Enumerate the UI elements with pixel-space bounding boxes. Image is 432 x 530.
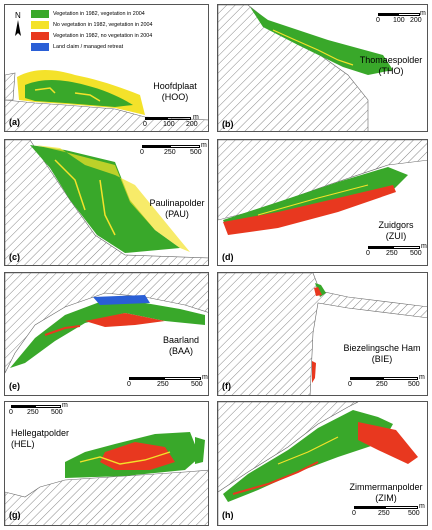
panel-letter-e: (e) bbox=[9, 381, 20, 391]
site-name-hellegatpolder: Hellegatpolder (HEL) bbox=[11, 428, 70, 449]
scale-bar-c: 0 250 500 m bbox=[140, 142, 207, 156]
map-baarland bbox=[5, 273, 208, 374]
site-name-zuidgors: Zuidgors (ZUI) bbox=[378, 220, 414, 241]
map-paulinapolder bbox=[5, 140, 208, 265]
legend-label: No vegetation in 1982, vegetation in 200… bbox=[53, 21, 153, 28]
panel-letter-a: (a) bbox=[9, 117, 20, 127]
legend-item-veg-both: Vegetation in 1982, vegetation in 2004 bbox=[31, 8, 208, 19]
map-panel-biezelingsche-ham: Biezelingsche Ham (BIE) (f) 0 250 500 m bbox=[217, 272, 428, 396]
scale-bar-f: 0 250 500 m bbox=[348, 374, 425, 388]
panel-letter-f: (f) bbox=[222, 381, 231, 391]
scale-bar-d: 0 250 500 m bbox=[366, 243, 427, 257]
site-name-paulinapolder: Paulinapolder (PAU) bbox=[149, 198, 205, 219]
map-panel-zimmermanpolder: Zimmermanpolder (ZIM) (h) 0 250 500 m bbox=[217, 401, 428, 526]
panel-letter-c: (c) bbox=[9, 252, 20, 262]
legend-item-veg-lost: Vegetation in 1982, no vegetation in 200… bbox=[31, 30, 208, 41]
legend: Vegetation in 1982, vegetation in 2004 N… bbox=[31, 8, 208, 70]
legend-swatch-red bbox=[31, 31, 49, 40]
scale-bar-b: 0 100 200 m bbox=[376, 10, 426, 24]
north-label: N bbox=[15, 11, 21, 20]
north-arrow-icon: N bbox=[12, 10, 24, 40]
site-name-zimmermanpolder: Zimmermanpolder (ZIM) bbox=[349, 482, 423, 503]
scale-bar-a: 0 100 200 m bbox=[143, 114, 199, 128]
legend-swatch-yellow bbox=[31, 20, 49, 29]
site-name-thomaespolder: Thomaespolder (THO) bbox=[359, 55, 423, 76]
map-hellegatpolder bbox=[5, 432, 208, 525]
map-panel-hellegatpolder: 0 250 500 m Hellegatpolder (HEL) (g) bbox=[4, 401, 209, 526]
map-panel-zuidgors: Zuidgors (ZUI) (d) 0 250 500 m bbox=[217, 139, 428, 266]
map-panel-hoofdplaat: N Vegetation in 1982, vegetation in 2004… bbox=[4, 4, 209, 132]
panel-letter-d: (d) bbox=[222, 252, 234, 262]
legend-swatch-blue bbox=[31, 42, 49, 51]
site-name-baarland: Baarland (BAA) bbox=[162, 335, 200, 356]
map-panel-thomaespolder: 0 100 200 m Thomaespolder (THO) (b) bbox=[217, 4, 428, 132]
map-panel-paulinapolder: 0 250 500 m Paulinapolder (PAU) (c) bbox=[4, 139, 209, 266]
legend-label: Vegetation in 1982, no vegetation in 200… bbox=[53, 32, 153, 39]
panel-letter-h: (h) bbox=[222, 510, 234, 520]
legend-swatch-green bbox=[31, 9, 49, 18]
legend-item-land-claim: Land claim / managed retreat bbox=[31, 41, 208, 52]
map-zuidgors bbox=[218, 140, 427, 235]
panel-letter-b: (b) bbox=[222, 119, 234, 129]
site-name-hoofdplaat: Hoofdplaat (HOO) bbox=[153, 81, 197, 102]
site-name-biezelingsche-ham: Biezelingsche Ham (BIE) bbox=[343, 343, 421, 364]
scale-bar-e: 0 250 500 m bbox=[127, 374, 208, 388]
panel-letter-g: (g) bbox=[9, 510, 21, 520]
legend-item-veg-new: No vegetation in 1982, vegetation in 200… bbox=[31, 19, 208, 30]
map-zimmermanpolder bbox=[218, 402, 418, 525]
map-panel-baarland: Baarland (BAA) (e) 0 250 500 m bbox=[4, 272, 209, 396]
legend-label: Land claim / managed retreat bbox=[53, 43, 124, 50]
map-biezelingsche-ham bbox=[218, 273, 427, 395]
map-hoofdplaat bbox=[5, 70, 208, 131]
scale-bar-g: 0 250 500 m bbox=[9, 402, 68, 416]
scale-bar-h: 0 250 500 m bbox=[352, 503, 425, 517]
legend-label: Vegetation in 1982, vegetation in 2004 bbox=[53, 10, 145, 17]
map-thomaespolder bbox=[218, 5, 393, 131]
